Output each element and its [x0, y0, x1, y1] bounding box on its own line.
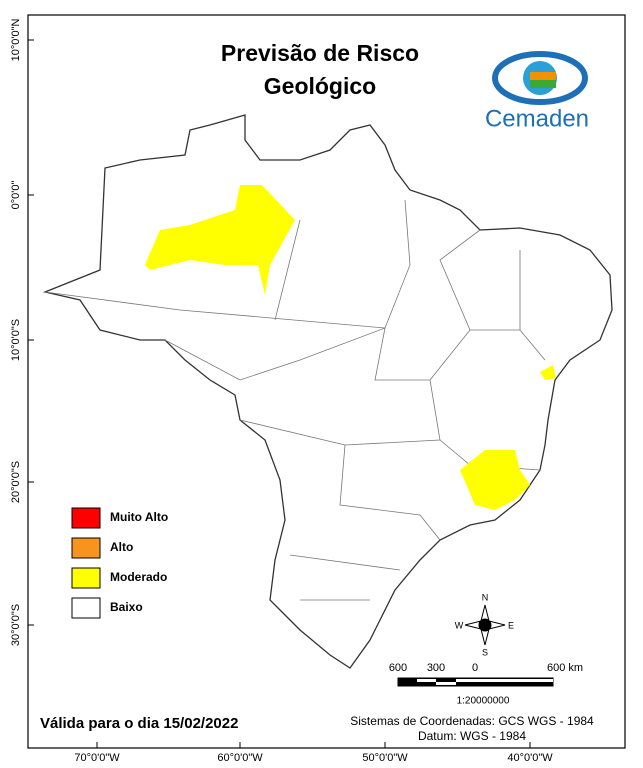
logo-text: Cemaden	[485, 105, 589, 132]
legend-swatch	[71, 567, 101, 589]
scale-label: 600 km	[547, 662, 583, 674]
latitude-label: 30°0'0"S	[10, 604, 22, 646]
legend-swatch	[71, 597, 101, 619]
scale-label: 300	[427, 662, 445, 674]
title: Geológico	[264, 73, 376, 99]
scale-label: 600	[389, 662, 407, 674]
compass-e: E	[508, 620, 514, 630]
legend-swatch	[71, 537, 101, 559]
title: Previsão de Risco	[221, 40, 419, 66]
latitude-label: 20°0'0"S	[10, 461, 22, 503]
risk-area	[145, 185, 295, 295]
legend-label: Alto	[110, 540, 133, 554]
validity: Válida para o dia 15/02/2022	[40, 715, 238, 732]
scale-label: 0	[472, 662, 478, 674]
scale-ratio: 1:20000000	[457, 696, 510, 707]
legend-label: Muito Alto	[110, 510, 168, 524]
graticule-ticks	[28, 39, 531, 748]
logo: Cemaden	[485, 51, 589, 132]
coordinate-system: Sistemas de Coordenadas: GCS WGS - 1984	[350, 714, 594, 728]
longitude-label: 50°0'0"W	[362, 752, 408, 764]
longitude-label: 60°0'0"W	[217, 752, 263, 764]
scale-bar	[397, 677, 554, 687]
latitude-label: 0°0'0"	[10, 181, 22, 210]
compass-s: S	[482, 647, 488, 657]
legend-swatch	[71, 507, 101, 529]
compass-n: N	[482, 592, 489, 602]
latitude-label: 10°0'0"N	[10, 19, 22, 62]
axis-labels: 10°0'0"N 0°0'0" 10°0'0"S 20°0'0"S 30°0'0"S 70…	[10, 19, 553, 764]
legend-label: Moderado	[110, 570, 167, 584]
legend: Muito Alto Alto Moderado Baixo	[71, 507, 168, 619]
risk-area	[540, 365, 556, 380]
longitude-label: 70°0'0"W	[74, 752, 120, 764]
compass: N S E W	[455, 592, 514, 657]
scale-labels: 600 300 0 600 km	[389, 662, 583, 674]
risk-area	[460, 450, 530, 510]
datum: Datum: WGS - 1984	[418, 729, 526, 743]
latitude-label: 10°0'0"S	[10, 319, 22, 361]
compass-w: W	[455, 620, 464, 630]
longitude-label: 40°0'0"W	[507, 752, 553, 764]
moderate-areas	[145, 185, 556, 510]
legend-label: Baixo	[110, 600, 143, 614]
